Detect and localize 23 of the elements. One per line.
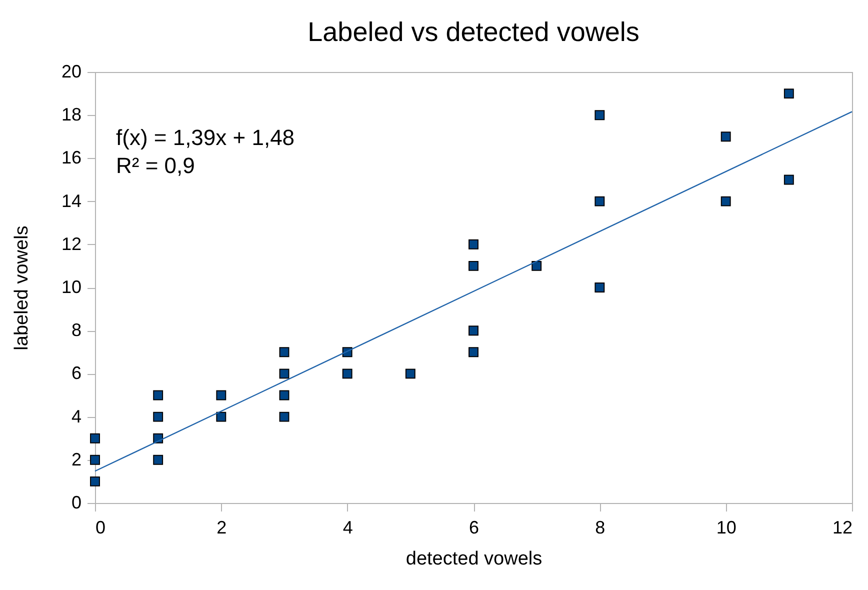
y-tick-label: 20 <box>61 62 82 82</box>
chart-title: Labeled vs detected vowels <box>308 17 640 47</box>
annotation: f(x) = 1,39x + 1,48 <box>116 125 295 150</box>
y-tick-label: 6 <box>71 363 82 384</box>
y-tick-label: 14 <box>61 190 82 211</box>
x-tick-label: 10 <box>716 518 736 538</box>
x-tick-label: 12 <box>832 518 852 538</box>
y-tick-label: 12 <box>61 234 82 254</box>
x-tick-label: 8 <box>595 518 606 538</box>
x-tick-label: 2 <box>216 518 227 538</box>
y-tick-label: 0 <box>71 492 82 512</box>
y-axis-title: labeled vowels <box>11 226 32 350</box>
annotation: R² = 0,9 <box>116 153 195 178</box>
x-tick-label: 6 <box>468 518 480 538</box>
y-tick-label: 16 <box>61 148 82 168</box>
x-tick-label: 0 <box>96 518 106 538</box>
x-tick-label: 4 <box>342 518 353 538</box>
y-tick-label: 2 <box>71 449 82 470</box>
y-tick-label: 4 <box>71 406 82 426</box>
y-tick-label: 18 <box>61 104 82 125</box>
y-tick-label: 8 <box>71 320 82 340</box>
x-axis-title: detected vowels <box>406 548 542 570</box>
y-tick-label: 10 <box>61 277 82 297</box>
